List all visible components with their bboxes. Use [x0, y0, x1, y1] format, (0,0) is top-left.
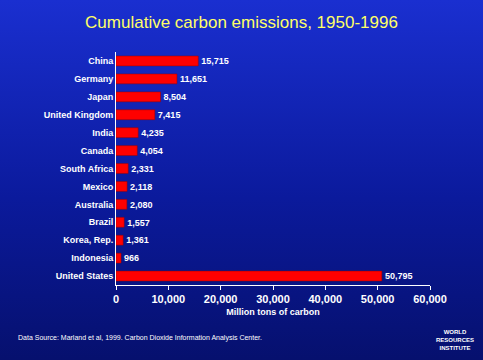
svg-text:0: 0: [113, 293, 119, 305]
svg-text:Mexico: Mexico: [83, 182, 114, 192]
svg-text:Million tons of carbon: Million tons of carbon: [226, 307, 320, 317]
svg-text:Germany: Germany: [74, 74, 113, 84]
svg-text:40,000: 40,000: [309, 293, 343, 305]
svg-text:4,235: 4,235: [141, 128, 164, 138]
svg-text:2,080: 2,080: [130, 200, 153, 210]
svg-text:60,000: 60,000: [413, 293, 447, 305]
svg-text:South Africa: South Africa: [60, 164, 114, 174]
svg-text:United States: United States: [56, 271, 114, 281]
svg-text:1,361: 1,361: [126, 235, 149, 245]
svg-text:10,000: 10,000: [152, 293, 186, 305]
svg-text:Indonesia: Indonesia: [71, 253, 114, 263]
svg-text:8,504: 8,504: [164, 92, 187, 102]
svg-text:WORLDRESOURCESINSTITUTE: WORLDRESOURCESINSTITUTE: [436, 329, 474, 351]
svg-text:Korea, Rep.: Korea, Rep.: [63, 235, 113, 245]
svg-text:2,118: 2,118: [130, 182, 152, 192]
svg-text:2,331: 2,331: [131, 164, 154, 174]
svg-text:India: India: [92, 128, 114, 138]
svg-text:Australia: Australia: [75, 200, 115, 210]
svg-text:30,000: 30,000: [256, 293, 290, 305]
svg-text:Cumulative carbon emissions, 1: Cumulative carbon emissions, 1950-1996: [85, 13, 398, 32]
svg-text:Canada: Canada: [81, 146, 115, 156]
svg-text:966: 966: [124, 253, 139, 263]
svg-text:11,651: 11,651: [180, 74, 207, 84]
svg-text:20,000: 20,000: [204, 293, 238, 305]
svg-text:Data Source: Marland et al, 19: Data Source: Marland et al, 1999. Carbon…: [18, 334, 262, 342]
svg-text:50,000: 50,000: [361, 293, 395, 305]
svg-text:Brazil: Brazil: [89, 217, 114, 227]
svg-text:4,054: 4,054: [140, 146, 163, 156]
svg-text:Japan: Japan: [87, 92, 113, 102]
svg-text:China: China: [88, 56, 114, 66]
svg-text:7,415: 7,415: [158, 110, 181, 120]
svg-text:United Kingdom: United Kingdom: [44, 110, 114, 120]
svg-text:15,715: 15,715: [201, 56, 229, 66]
svg-text:1,557: 1,557: [127, 218, 150, 228]
svg-text:50,795: 50,795: [385, 271, 413, 281]
